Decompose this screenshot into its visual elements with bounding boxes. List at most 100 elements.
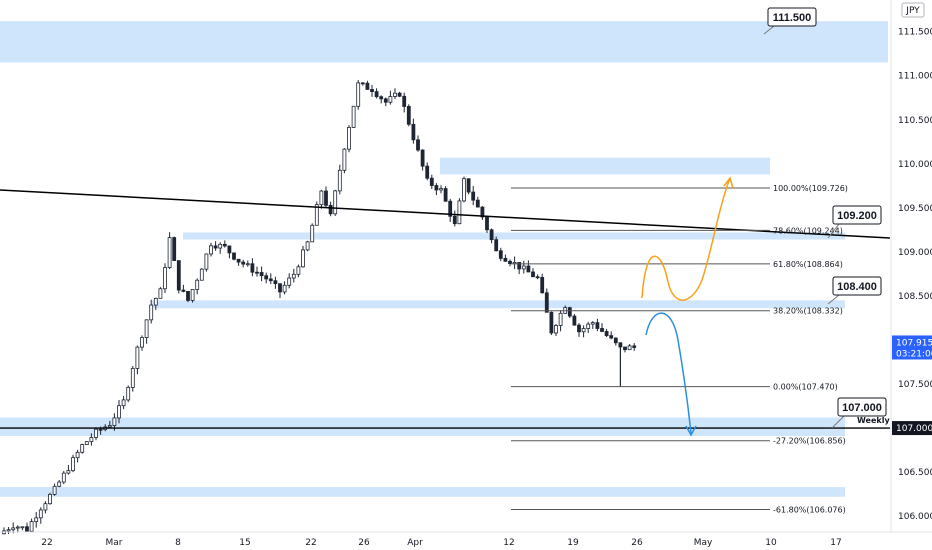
candle [153,297,158,310]
candle [351,105,356,128]
x-tick-label: 19 [567,538,579,548]
candle [61,470,66,485]
candle [15,525,20,533]
candle [600,323,604,333]
candle [232,252,236,261]
candle [319,189,324,209]
price-callouts: 111.500 109.200 108.400 107.000 [763,7,887,429]
candle [195,278,200,295]
x-tick-label: 22 [305,538,316,548]
price-callout[interactable]: 111.500 [763,7,817,35]
candle [282,281,287,295]
candle [255,266,259,277]
bullish-scenario-arrow[interactable] [641,177,731,301]
x-tick-label: Mar [106,538,123,548]
candle [466,178,471,195]
zone-107 [0,417,845,436]
candle [383,97,388,107]
candle [291,268,296,283]
price-callout[interactable]: 109.200 [827,205,882,239]
candle [301,245,305,268]
candle [34,512,39,528]
candle [84,441,89,446]
candle [278,283,282,298]
candle [89,433,94,446]
candle [227,245,232,259]
candle [186,291,190,303]
svg-text:107.915: 107.915 [896,338,932,348]
x-tick-label: May [694,538,713,548]
candle [268,273,273,285]
y-tick-label: 111.000 [898,72,932,82]
zone-108-4 [152,300,845,309]
fib-label: 38.20%(108.332) [773,307,843,316]
candle [149,299,154,324]
candle [38,507,43,524]
zone-106-3 [0,487,845,497]
fib-label: 61.80%(108.864) [773,260,843,269]
x-tick-label: 10 [765,538,777,548]
candle [549,311,554,335]
candle [572,314,577,326]
candle [347,124,351,153]
x-tick-label: 12 [503,538,514,548]
candle [222,240,227,248]
candle [485,215,489,233]
candle [57,480,62,488]
x-tick-label: 17 [830,538,841,548]
fib-level: -61.80%(106.076) [511,505,846,514]
currency-badge: JPY [901,2,925,18]
fib-level: 61.80%(108.864) [511,260,843,269]
candle [25,522,29,533]
bearish-scenario-arrow[interactable] [645,312,692,434]
candle [604,328,609,337]
x-tick-label: 26 [631,538,643,548]
candle [71,454,75,473]
y-tick-label: 108.500 [898,292,932,302]
candle [512,256,517,270]
candle [388,90,393,105]
candle [190,289,195,303]
candle [420,149,425,171]
bearish-arrowhead [685,425,697,437]
fib-level: -27.20%(106.856) [511,437,846,446]
candle [314,201,319,226]
fib-level: 100.00%(109.726) [511,184,848,193]
candle [526,260,531,273]
candle [531,268,535,278]
candle [167,232,172,269]
candle [370,84,374,97]
candle [521,260,526,274]
candle [494,236,499,252]
candle [213,241,218,251]
price-callout[interactable]: 108.400 [827,276,882,305]
y-tick-label: 110.500 [898,116,932,126]
candle [305,240,310,252]
candle [480,206,485,220]
candle [416,135,420,152]
svg-text:107.000: 107.000 [896,424,932,434]
fib-level: 78.60%(109.244) [511,226,843,235]
y-tick-label: 109.000 [898,248,932,258]
candle [567,306,572,319]
price-callout[interactable]: 107.000 [831,397,887,429]
time-axis[interactable]: 22 Mar 8 15 22 26 Apr 12 19 26 May 10 17 [0,531,932,548]
zone-111-5 [0,21,888,63]
candle [66,464,71,475]
candle [296,264,301,278]
candle [6,526,11,535]
y-tick-label: 109.500 [898,204,932,214]
candle [448,198,453,222]
candle [287,273,292,289]
callout-label: 107.000 [842,402,882,414]
candle [218,242,223,254]
candle [135,345,140,375]
candle [544,288,549,313]
y-tick-label: 111.500 [898,28,932,38]
candle [374,88,379,99]
price-axis[interactable]: JPY 111.500 111.000 110.500 110.000 109.500 10… [890,0,932,532]
candle [503,254,508,262]
support-resistance-zones [0,21,888,497]
